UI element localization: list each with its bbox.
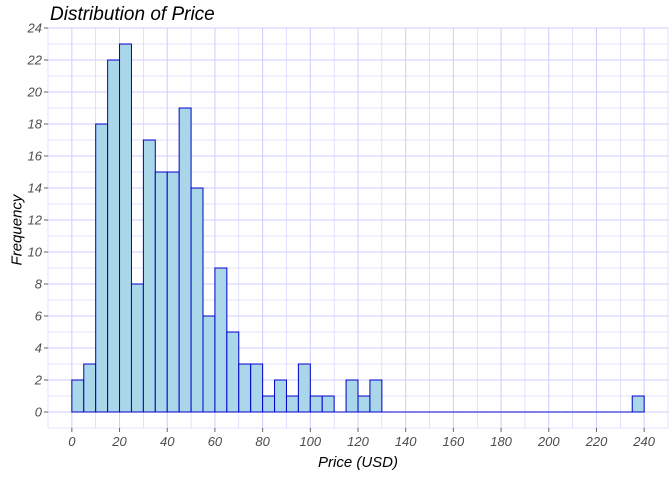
x-tick-label: 220 xyxy=(585,434,608,449)
x-tick-label: 80 xyxy=(255,434,270,449)
histogram-bar xyxy=(142,139,156,413)
histogram-bar xyxy=(285,395,299,413)
x-tick-label: 180 xyxy=(490,434,512,449)
y-tick-label: 12 xyxy=(28,213,43,228)
x-tick-label: 60 xyxy=(208,434,223,449)
histogram-bars xyxy=(71,43,645,413)
histogram-bar xyxy=(71,379,85,413)
histogram-bar xyxy=(166,171,180,413)
x-tick-label: 160 xyxy=(443,434,465,449)
y-tick-label: 14 xyxy=(28,181,42,196)
y-tick-label: 8 xyxy=(35,277,43,292)
histogram-bar xyxy=(262,395,276,413)
histogram-bar xyxy=(357,395,371,413)
histogram-bar xyxy=(107,59,121,413)
y-tick-label: 0 xyxy=(35,405,43,420)
x-tick-label: 100 xyxy=(299,434,321,449)
y-tick-label: 6 xyxy=(35,309,43,324)
y-axis-label: Frequency xyxy=(8,194,26,266)
y-tick-label: 16 xyxy=(28,149,43,164)
histogram-bar xyxy=(345,379,359,413)
histogram-bar xyxy=(119,43,132,413)
histogram-bar xyxy=(154,171,168,413)
y-tick-label: 22 xyxy=(27,53,43,68)
histogram-bar xyxy=(321,395,335,413)
y-tick-label: 2 xyxy=(34,373,43,388)
x-tick-label: 120 xyxy=(347,434,369,449)
y-tick-label: 10 xyxy=(28,245,43,260)
x-tick-label: 0 xyxy=(68,434,76,449)
y-tick-label: 4 xyxy=(35,341,42,356)
histogram-bar xyxy=(369,379,383,413)
histogram-bar xyxy=(83,363,97,413)
histogram-bar xyxy=(226,331,240,413)
x-tick-label: 240 xyxy=(632,434,655,449)
histogram-bar xyxy=(631,395,645,413)
histogram-bar xyxy=(130,283,144,413)
histogram-bar xyxy=(214,267,228,413)
x-axis-ticks: 0 20 40 60 80 100 120 140 160 180 200 220 240 xyxy=(68,428,656,449)
x-tick-label: 200 xyxy=(537,434,560,449)
y-tick-label: 20 xyxy=(27,85,43,100)
histogram-bar xyxy=(190,187,204,413)
histogram-bar xyxy=(202,315,216,413)
histogram-bar xyxy=(274,379,287,413)
histogram-bar xyxy=(309,395,323,413)
histogram-bar xyxy=(238,363,252,413)
histogram-bar xyxy=(297,363,311,413)
x-tick-label: 40 xyxy=(160,434,175,449)
y-tick-label: 24 xyxy=(27,21,42,36)
y-tick-label: 18 xyxy=(28,117,43,132)
x-axis-label: Price (USD) xyxy=(317,454,398,471)
histogram-bar xyxy=(178,107,192,413)
histogram-bar xyxy=(250,363,264,413)
x-tick-label: 20 xyxy=(111,434,127,449)
chart-title: Distribution of Price xyxy=(50,4,215,25)
x-tick-label: 140 xyxy=(395,434,417,449)
histogram-bar xyxy=(95,123,109,413)
